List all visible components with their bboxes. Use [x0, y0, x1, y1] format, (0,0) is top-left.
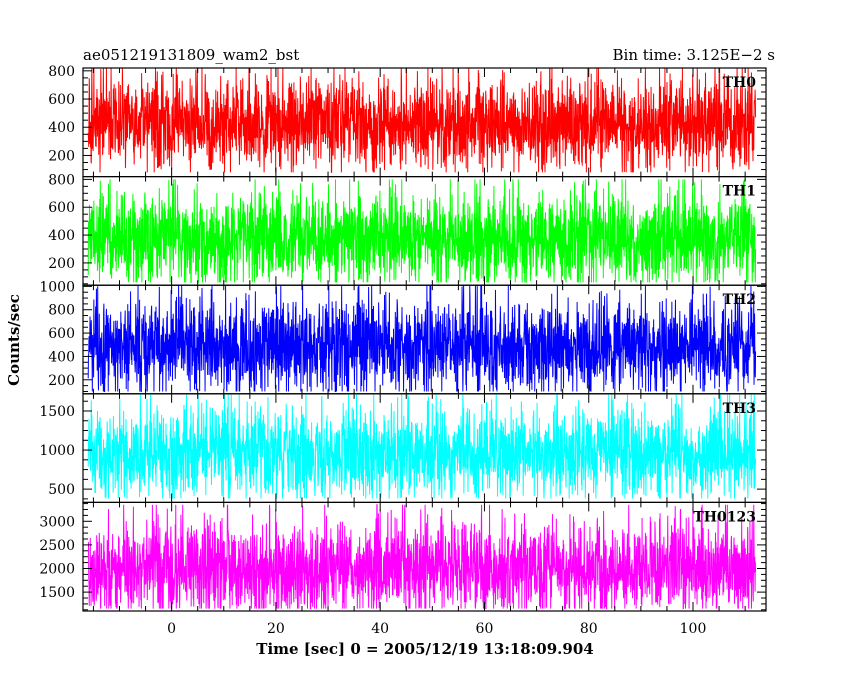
- x-axis: 0 20 40 60 80 100: [167, 621, 706, 637]
- y-tick-label: 200: [48, 373, 75, 389]
- panel-th0123: 1500 2000 2500 3000 TH0123: [39, 501, 767, 612]
- y-tick-label: 1500: [39, 404, 75, 420]
- y-tick-label: 1000: [39, 443, 75, 459]
- chart-title: ae051219131809_wam2_bst: [83, 46, 299, 64]
- panel-label-th1: TH1: [723, 184, 756, 200]
- x-tick-label: 60: [476, 621, 494, 637]
- y-tick-label: 600: [48, 326, 75, 342]
- y-tick-label: 500: [48, 482, 75, 498]
- y-tick-label: 800: [48, 303, 75, 319]
- x-axis-title: Time [sec] 0 = 2005/12/19 13:18:09.904: [256, 640, 593, 658]
- panels-group: 200 400 600 800 TH0 200 400 600 800 TH1 200 400 600 8…: [39, 64, 767, 612]
- y-tick-label: 1500: [39, 585, 75, 601]
- y-tick-label: 800: [48, 64, 75, 80]
- series-th3-line: [87, 393, 757, 499]
- y-tick-label: 400: [48, 349, 75, 365]
- y-tick-label: 600: [48, 200, 75, 216]
- y-tick-label: 400: [48, 228, 75, 244]
- panel-label-th0: TH0: [723, 75, 757, 91]
- panel-label-th2: TH2: [723, 292, 756, 308]
- panel-label-th3: TH3: [723, 401, 756, 417]
- y-tick-label: 2500: [39, 538, 75, 554]
- y-tick-label: 200: [48, 148, 75, 164]
- series-th2-line: [87, 285, 757, 392]
- panel-th3: 500 1000 1500 TH3: [39, 393, 767, 503]
- panel-label-th0123: TH0123: [693, 509, 756, 525]
- x-tick-label: 100: [680, 621, 707, 637]
- series-th0-line: [87, 68, 757, 173]
- y-axis-title: Counts/sec: [5, 294, 23, 386]
- series-th0123-line: [87, 504, 757, 610]
- panel-th1: 200 400 600 800 TH1: [48, 172, 767, 286]
- bin-time-label: Bin time: 3.125E−2 s: [613, 46, 775, 64]
- panel-th0: 200 400 600 800 TH0: [48, 64, 767, 178]
- x-tick-label: 80: [580, 621, 598, 637]
- y-tick-label: 800: [48, 172, 75, 188]
- y-tick-label: 1000: [39, 279, 75, 295]
- panel-th2: 200 400 600 800 1000 TH2: [39, 279, 767, 395]
- y-tick-label: 3000: [39, 514, 75, 530]
- y-tick-label: 600: [48, 92, 75, 108]
- y-tick-label: 400: [48, 120, 75, 136]
- x-tick-label: 20: [267, 621, 285, 637]
- series-th1-line: [87, 179, 757, 283]
- x-tick-label: 40: [371, 621, 389, 637]
- x-tick-label: 0: [167, 621, 176, 637]
- y-tick-label: 200: [48, 256, 75, 272]
- y-tick-label: 2000: [39, 562, 75, 578]
